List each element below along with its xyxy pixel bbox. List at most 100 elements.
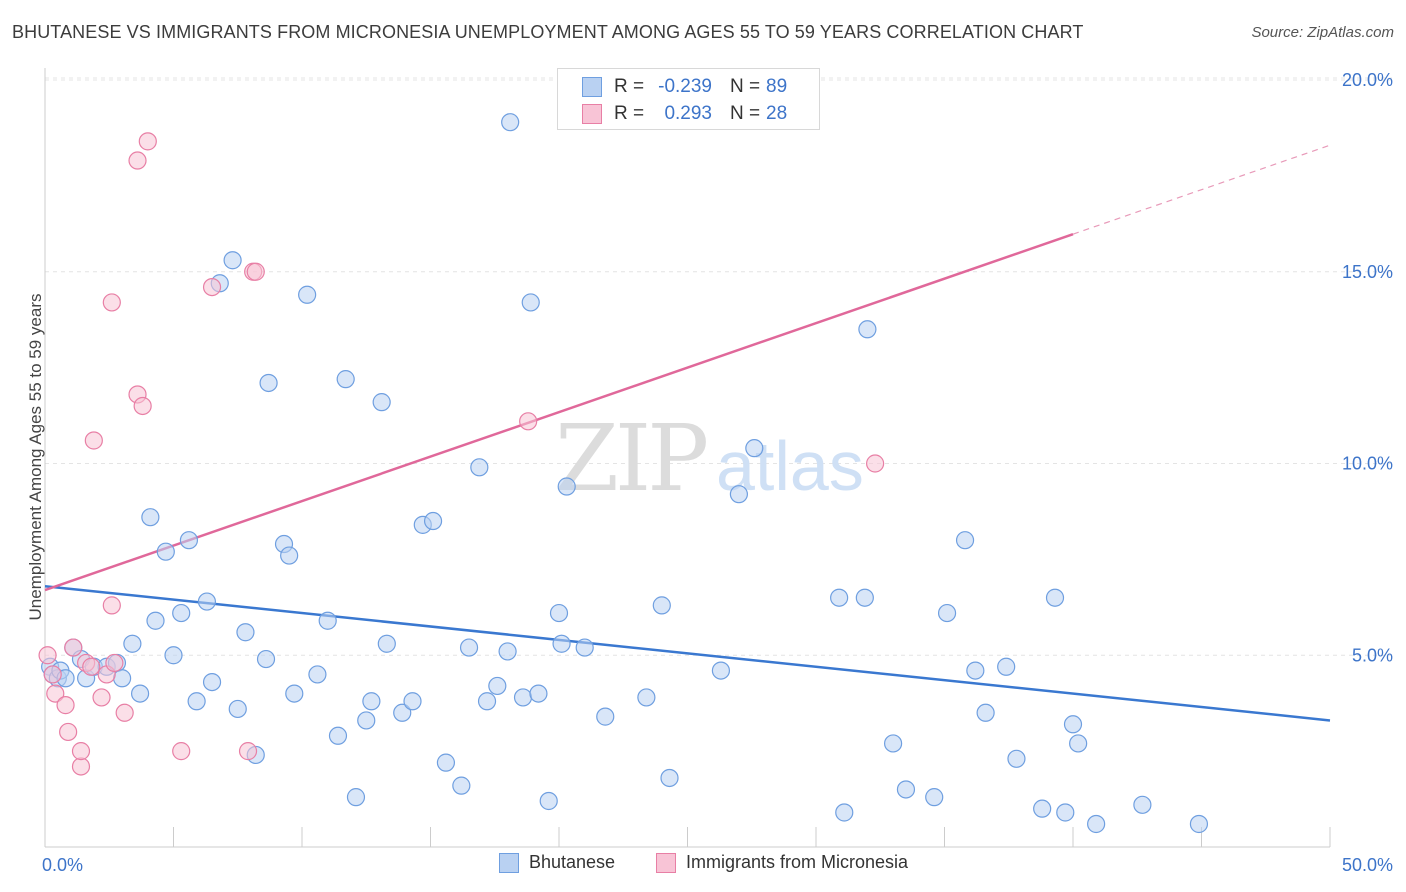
point-bhutanese [223, 251, 242, 270]
point-bhutanese [835, 803, 854, 822]
legend-label-micronesia: Immigrants from Micronesia [686, 852, 909, 872]
point-bhutanese [452, 776, 471, 795]
legend-item-micronesia[interactable]: Immigrants from Micronesia [656, 852, 908, 873]
point-bhutanese [896, 780, 916, 799]
point-micronesia [866, 454, 885, 473]
point-bhutanese [652, 596, 671, 615]
point-bhutanese [459, 638, 479, 657]
point-micronesia [71, 757, 91, 776]
point-bhutanese [1033, 799, 1052, 818]
point-bhutanese [357, 711, 376, 730]
point-micronesia [105, 653, 124, 673]
point-bhutanese [130, 684, 150, 703]
point-micronesia [128, 151, 147, 170]
point-bhutanese [285, 684, 304, 703]
point-micronesia [82, 657, 101, 676]
legend-swatch-bhutanese [582, 77, 602, 97]
point-bhutanese [488, 676, 507, 696]
y-tick-label: 15.0% [1342, 262, 1393, 282]
point-micronesia [246, 262, 265, 281]
point-bhutanese [372, 393, 391, 412]
point-bhutanese [403, 692, 422, 711]
point-micronesia [64, 638, 83, 657]
point-bhutanese [1189, 814, 1209, 834]
point-bhutanese [1007, 749, 1026, 768]
y-axis-label: Unemployment Among Ages 55 to 59 years [26, 293, 45, 621]
point-bhutanese [552, 634, 571, 653]
n-label: N = [730, 103, 761, 124]
point-bhutanese [172, 603, 191, 623]
point-bhutanese [470, 458, 489, 477]
point-bhutanese [423, 511, 443, 531]
point-bhutanese [179, 531, 199, 550]
point-bhutanese [521, 293, 540, 312]
legend-swatch-micronesia [656, 852, 676, 873]
x-tick-label: 50.0% [1342, 855, 1393, 875]
point-bhutanese [729, 485, 749, 504]
x-tick-label: 0.0% [42, 855, 83, 875]
point-micronesia [92, 688, 111, 707]
legend-item-bhutanese[interactable]: Bhutanese [499, 852, 615, 873]
point-bhutanese [1087, 814, 1106, 834]
chart-title: BHUTANESE VS IMMIGRANTS FROM MICRONESIA … [12, 22, 1084, 42]
point-bhutanese [308, 665, 327, 684]
point-bhutanese [141, 508, 160, 527]
point-bhutanese [228, 699, 247, 719]
point-micronesia [115, 703, 134, 722]
watermark-zip: ZIP [555, 405, 706, 512]
trendline-bhutanese [44, 584, 1331, 722]
legend-swatch-micronesia [582, 104, 602, 124]
point-bhutanese [236, 623, 255, 642]
point-micronesia [59, 722, 78, 742]
point-bhutanese [146, 611, 165, 630]
legend-swatch-bhutanese [499, 852, 519, 873]
tick-labels: 5.0% 10.0% 15.0% 20.0% 0.0% 50.0% [42, 70, 1393, 875]
n-label: N = [730, 76, 761, 97]
r-value: -0.239 [658, 76, 712, 97]
point-bhutanese [1069, 734, 1088, 753]
r-value: 0.293 [664, 103, 712, 124]
y-tick-label: 5.0% [1352, 645, 1393, 665]
y-tick-label: 20.0% [1342, 70, 1393, 90]
point-bhutanese [377, 634, 396, 653]
axes [44, 68, 1331, 848]
point-micronesia [202, 277, 222, 297]
r-label: R = [614, 76, 645, 97]
point-bhutanese [123, 634, 142, 653]
point-bhutanese [883, 734, 903, 753]
point-bhutanese [1063, 715, 1083, 734]
point-bhutanese [498, 642, 517, 661]
point-bhutanese [513, 688, 533, 707]
point-bhutanese [112, 669, 132, 688]
point-micronesia [56, 696, 75, 715]
trendline-micronesia [44, 232, 1074, 592]
point-bhutanese [477, 692, 497, 711]
point-bhutanese [976, 703, 995, 722]
point-bhutanese [529, 684, 548, 703]
point-bhutanese [660, 768, 679, 788]
point-bhutanese [637, 688, 656, 707]
point-micronesia [71, 742, 91, 761]
point-micronesia [43, 665, 62, 684]
point-bhutanese [259, 373, 278, 393]
legend-row-micronesia: R = 0.293 N = 28 [582, 102, 787, 126]
point-bhutanese [256, 649, 276, 669]
legend-row-bhutanese: R = -0.239 N = 89 [582, 75, 787, 99]
point-bhutanese [156, 542, 175, 561]
point-micronesia [172, 742, 191, 761]
point-bhutanese [362, 692, 381, 711]
point-bhutanese [393, 703, 412, 722]
point-bhutanese [937, 603, 957, 623]
point-bhutanese [1045, 588, 1065, 607]
point-micronesia [38, 646, 57, 665]
point-bhutanese [966, 661, 985, 680]
point-bhutanese [280, 546, 299, 565]
n-value: 89 [766, 76, 788, 97]
point-bhutanese [830, 588, 849, 607]
point-bhutanese [1133, 795, 1152, 814]
point-bhutanese [855, 588, 874, 607]
point-bhutanese [318, 611, 337, 630]
watermark: ZIP atlas [555, 405, 864, 512]
point-micronesia [133, 396, 152, 416]
